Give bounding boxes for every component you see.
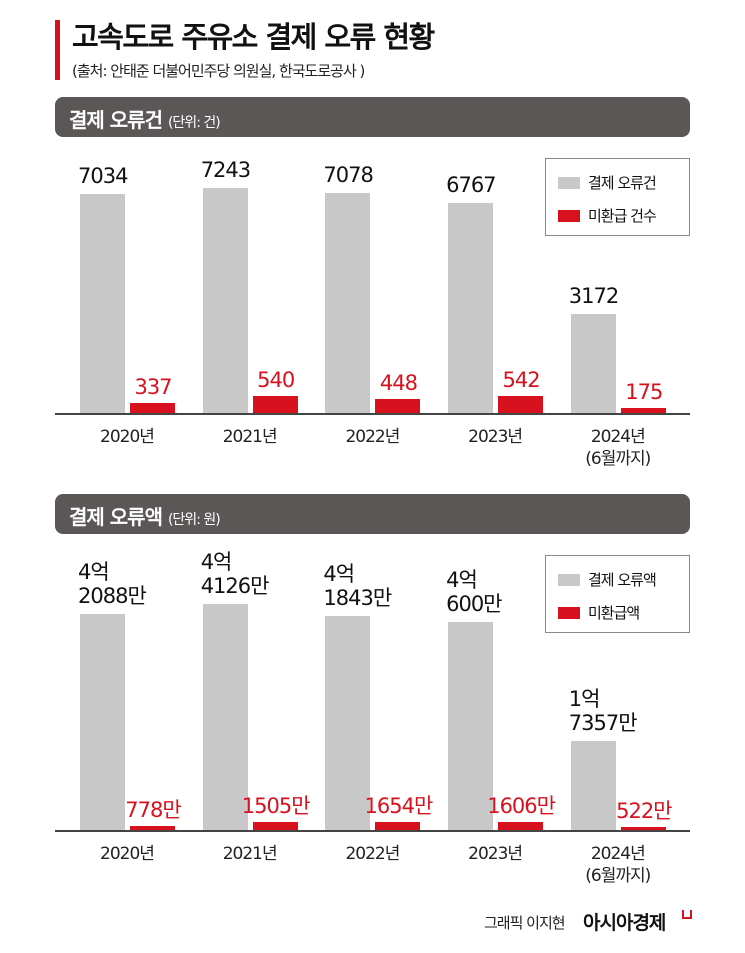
section-header-count: 결제 오류건 (단위: 건) — [55, 97, 690, 137]
unit-label: (단위: 건) — [167, 115, 221, 131]
bar-gray — [202, 188, 248, 413]
section-title: 결제 오류액 — [69, 505, 163, 529]
x-tick-label: 2020년 — [100, 427, 155, 447]
legend-label: 미환급액 — [588, 604, 640, 622]
page-title: 고속도로 주유소 결제 오류 현황 — [72, 20, 435, 54]
value-label: 3172 — [568, 284, 619, 309]
brand-logo: 아시아경제 — [583, 912, 666, 934]
legend-swatch-gray — [558, 176, 580, 189]
bar-gray — [570, 741, 616, 830]
x-tick-label: 2024년 (6월까지) — [585, 427, 651, 469]
x-tick-label: 2020년 — [100, 844, 155, 864]
bar-red — [375, 399, 421, 413]
value-label: 542 — [502, 368, 541, 393]
x-tick-label: 2022년 — [345, 844, 400, 864]
x-tick-label: 2021년 — [222, 427, 278, 447]
value-label: 7034 — [78, 164, 128, 189]
value-label: 4억 2088만 — [78, 560, 147, 609]
legend: 결제 오류건 미환급 건수 — [545, 158, 690, 236]
legend-label: 결제 오류건 — [588, 174, 657, 192]
value-label: 7243 — [200, 158, 251, 182]
section-header-amount: 결제 오류액 (단위: 원) — [55, 494, 690, 534]
legend-label: 결제 오류액 — [588, 571, 657, 589]
value-label: 778만 — [125, 798, 181, 822]
section-title: 결제 오류건 — [69, 108, 163, 132]
x-tick-label: 2023년 — [468, 427, 523, 447]
bar-red — [620, 827, 666, 830]
legend-swatch-gray — [558, 573, 580, 586]
legend-swatch-red — [558, 209, 580, 222]
bar-gray — [202, 604, 248, 830]
x-tick-label: 2022년 — [345, 427, 400, 447]
x-tick-label: 2021년 — [222, 844, 278, 864]
value-label: 540 — [257, 368, 295, 393]
brand-mark-icon — [682, 910, 692, 919]
value-label: 1654만 — [364, 793, 434, 818]
bar-gray — [325, 193, 371, 413]
bar-red — [252, 396, 298, 413]
value-label: 522만 — [616, 799, 672, 824]
value-label: 1505만 — [241, 794, 311, 819]
legend-swatch-red — [558, 606, 580, 619]
value-label: 7078 — [323, 163, 373, 188]
x-tick-label: 2023년 — [468, 844, 523, 864]
value-label: 4억 1843만 — [323, 561, 392, 610]
bar-red — [130, 402, 175, 413]
bar-gray — [570, 314, 616, 413]
bar-red — [252, 822, 298, 830]
unit-label: (단위: 원) — [167, 512, 221, 528]
bar-red — [620, 407, 666, 413]
value-label: 4억 4126만 — [200, 550, 270, 598]
value-label: 175 — [625, 379, 663, 404]
source-note: (출처: 안태준 더불어민주당 의원실, 한국도로공사 ) — [72, 62, 365, 80]
value-label: 1억 7357만 — [568, 687, 638, 736]
x-tick-label: 2024년 (6월까지) — [585, 844, 651, 886]
bar-gray — [325, 615, 371, 830]
graphic-credit: 그래픽 이지현 — [484, 914, 566, 932]
legend-label: 미환급 건수 — [588, 207, 657, 225]
bar-gray — [80, 614, 125, 830]
title-accent — [55, 20, 60, 80]
legend: 결제 오류액 미환급액 — [545, 555, 690, 633]
bar-red — [498, 396, 544, 413]
bar-red — [375, 821, 421, 830]
value-label: 1606만 — [487, 793, 556, 818]
x-axis — [55, 830, 690, 832]
value-label: 337 — [134, 374, 172, 399]
bar-red — [498, 821, 544, 830]
bar-gray — [448, 622, 494, 830]
value-label: 448 — [379, 371, 418, 396]
x-axis — [55, 413, 690, 415]
value-label: 6767 — [446, 172, 496, 197]
bar-gray — [448, 202, 494, 413]
bar-red — [130, 826, 175, 830]
value-label: 4억 600만 — [446, 568, 502, 617]
bar-gray — [80, 194, 125, 413]
